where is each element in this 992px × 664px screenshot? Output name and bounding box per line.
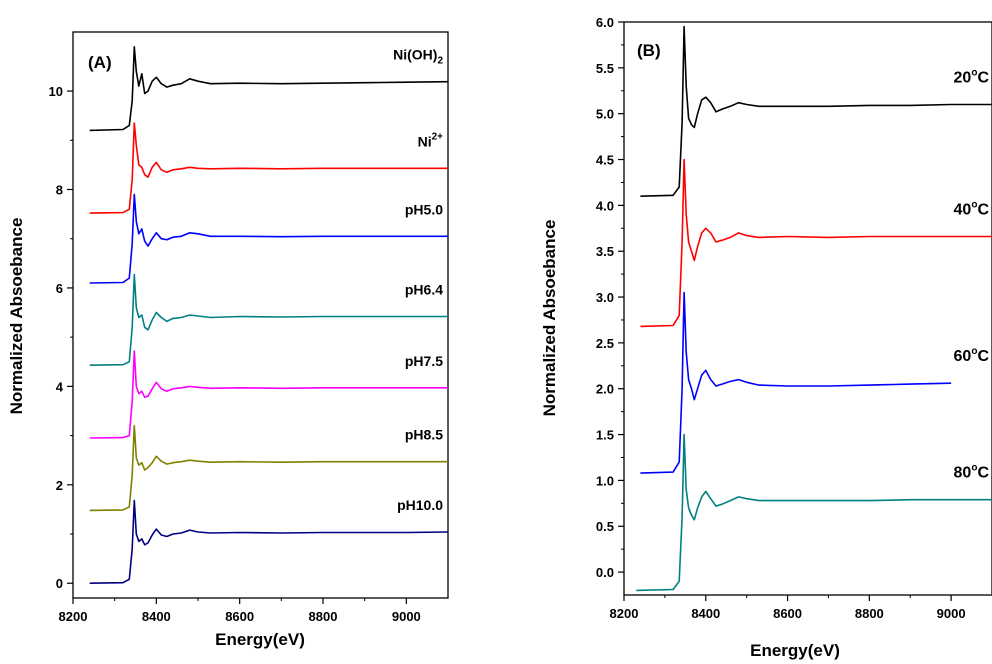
y-tick-label: 2 bbox=[56, 478, 63, 493]
panel-a-series-labels: Ni(OH)2 Ni2+ pH5.0 pH6.4 pH7.5 pH8.5 pH10.0 bbox=[393, 47, 443, 513]
series-label: Ni(OH)2 bbox=[393, 47, 443, 67]
y-tick-label: 1.5 bbox=[596, 428, 614, 443]
y-tick-label: 3.0 bbox=[596, 290, 614, 305]
panel-a-plot-frame bbox=[72, 31, 449, 599]
x-tick-label: 9000 bbox=[392, 609, 421, 624]
y-tick-label: 5.0 bbox=[596, 107, 614, 122]
y-tick-label: 8 bbox=[56, 182, 63, 197]
x-tick-label: 9000 bbox=[937, 606, 966, 621]
y-tick-label: 0 bbox=[56, 576, 63, 591]
panel-a-x-axis-title: Energy(eV) bbox=[215, 630, 305, 649]
panel-a-y-axis-title: Normalized Absoebance bbox=[7, 218, 26, 415]
x-tick-label: 8600 bbox=[773, 606, 802, 621]
series-line-2 bbox=[89, 122, 448, 214]
panel-a: 8200 8400 8600 8800 9000 0 2 4 6 8 10 Ni(OH)2 Ni2+… bbox=[7, 31, 449, 649]
panel-b-series-labels: 20oC 40oC 60oC 80oC bbox=[954, 68, 990, 482]
series-label: 60oC bbox=[954, 346, 990, 365]
series-line-1 bbox=[640, 25, 992, 197]
x-tick-label: 8800 bbox=[855, 606, 884, 621]
series-label: 80oC bbox=[954, 463, 990, 482]
series-line-1 bbox=[89, 45, 449, 132]
y-tick-label: 10 bbox=[49, 84, 63, 99]
y-tick-label: 2.5 bbox=[596, 336, 614, 351]
series-line-7 bbox=[89, 499, 449, 584]
panel-b-y-axis-title: Normalized Absoebance bbox=[540, 220, 559, 417]
panel-b: 8200 8400 8600 8800 9000 0.0 0.5 1.0 1.5 2.0 2.5 3… bbox=[540, 15, 992, 660]
y-tick-label: 4.5 bbox=[596, 153, 614, 168]
series-label: 20oC bbox=[954, 68, 990, 87]
panel-b-y-ticks: 0.0 0.5 1.0 1.5 2.0 2.5 3.0 3.5 4.0 4.5 5.0 5.5 6.0 bbox=[596, 15, 624, 580]
panel-b-series-lines bbox=[636, 25, 992, 592]
series-label: pH8.5 bbox=[405, 427, 443, 443]
y-tick-label: 6 bbox=[56, 281, 63, 296]
x-tick-label: 8200 bbox=[59, 609, 88, 624]
series-label: pH6.4 bbox=[405, 281, 443, 297]
y-tick-label: 5.5 bbox=[596, 61, 614, 76]
series-label: Ni2+ bbox=[418, 131, 444, 149]
y-tick-label: 4 bbox=[56, 379, 64, 394]
x-tick-label: 8400 bbox=[142, 609, 171, 624]
y-tick-label: 4.0 bbox=[596, 198, 614, 213]
panel-b-x-axis-title: Energy(eV) bbox=[750, 641, 840, 660]
x-tick-label: 8200 bbox=[610, 606, 639, 621]
y-tick-label: 1.0 bbox=[596, 473, 614, 488]
y-tick-label: 3.5 bbox=[596, 244, 614, 259]
panel-b-x-ticks: 8200 8400 8600 8800 9000 bbox=[610, 595, 966, 621]
y-tick-label: 6.0 bbox=[596, 15, 614, 30]
series-line-3 bbox=[89, 193, 448, 284]
panel-a-x-ticks: 8200 8400 8600 8800 9000 bbox=[59, 598, 421, 624]
y-tick-label: 2.0 bbox=[596, 382, 614, 397]
series-line-4 bbox=[89, 273, 448, 366]
series-line-4 bbox=[636, 433, 992, 592]
series-label: pH5.0 bbox=[405, 201, 443, 217]
panel-a-series-lines bbox=[89, 45, 449, 584]
x-tick-label: 8800 bbox=[309, 609, 338, 624]
y-tick-label: 0.0 bbox=[596, 565, 614, 580]
series-line-5 bbox=[89, 350, 448, 439]
panel-b-plot-frame bbox=[623, 21, 992, 596]
x-tick-label: 8400 bbox=[691, 606, 720, 621]
series-line-2 bbox=[640, 158, 992, 328]
series-line-6 bbox=[89, 424, 448, 512]
series-label: 40oC bbox=[954, 200, 990, 219]
panel-b-label: (B) bbox=[637, 41, 661, 60]
panel-a-label: (A) bbox=[88, 53, 112, 72]
y-tick-label: 0.5 bbox=[596, 519, 614, 534]
series-label: pH10.0 bbox=[397, 497, 443, 513]
series-line-3 bbox=[640, 291, 952, 474]
panel-a-y-ticks: 0 2 4 6 8 10 bbox=[49, 84, 73, 591]
series-label: pH7.5 bbox=[405, 353, 443, 369]
x-tick-label: 8600 bbox=[225, 609, 254, 624]
